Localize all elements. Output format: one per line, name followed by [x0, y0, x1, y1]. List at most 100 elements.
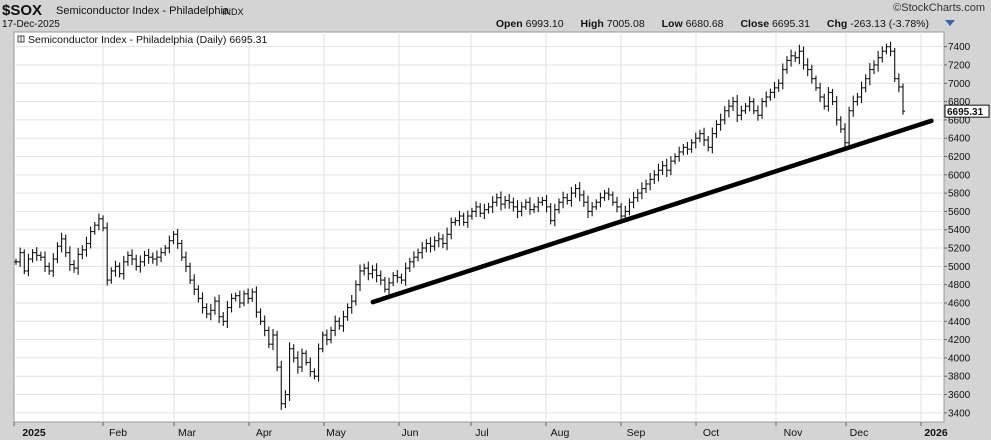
- x-tick-label: Feb: [109, 427, 127, 439]
- ohlc-bar: [275, 330, 280, 372]
- ohlc-bar: [117, 262, 122, 278]
- ohlc-bar: [30, 249, 35, 263]
- ohlc-bar: [420, 241, 425, 259]
- ohlc-bar: [884, 43, 889, 55]
- ohlc-bar: [233, 292, 238, 302]
- ohlc-bar: [731, 96, 736, 111]
- ohlc-bar: [254, 286, 259, 318]
- ohlc-bar: [387, 277, 392, 295]
- ohlc-bar: [258, 308, 263, 326]
- ohlc-bar: [51, 253, 56, 277]
- ohlc-bar: [639, 182, 644, 200]
- ohlc-bar: [714, 120, 719, 138]
- ohlc-bar: [395, 270, 400, 283]
- y-axis: 3400 3600 3800 4000 4200 4400 4600 4800 5000 5200…: [944, 42, 971, 419]
- ohlc-bar: [246, 288, 251, 304]
- ohlc-bar: [818, 82, 823, 103]
- ohlc-bar: [751, 98, 756, 115]
- ohlc-bar: [648, 173, 653, 191]
- grid: [14, 32, 944, 422]
- ohlc-bar: [212, 296, 217, 315]
- ohlc-bar: [179, 239, 184, 261]
- y-tick-label: 6200: [948, 152, 971, 163]
- ohlc-bar: [449, 217, 454, 240]
- ohlc-bar: [349, 295, 354, 314]
- x-axis: 2025 Feb Mar Apr May Jun Jul Aug Sep Oct Nov Dec 202…: [13, 422, 948, 439]
- ohlc-bar: [536, 196, 541, 213]
- x-tick-label: Dec: [850, 427, 869, 439]
- ohlc-bar: [631, 191, 636, 209]
- y-tick-label: 5200: [948, 244, 971, 255]
- ohlc-bar: [229, 293, 234, 313]
- ohlc-bar: [80, 245, 85, 260]
- x-tick-label: Jul: [475, 427, 488, 439]
- chart-date: 17-Dec-2025: [2, 19, 60, 30]
- ohlc-bar: [399, 273, 404, 284]
- ohlc-bar: [329, 326, 334, 344]
- x-tick-label: May: [326, 427, 347, 439]
- ohlc-bar: [150, 252, 155, 264]
- ohlc-bar: [171, 230, 176, 245]
- ohlc-bar: [370, 265, 375, 279]
- ohlc-bar: [610, 191, 615, 206]
- y-tick-label: 5600: [948, 207, 971, 218]
- ohlc-bar: [822, 93, 827, 110]
- ohlc-bar: [673, 153, 678, 165]
- last-price-marker: 6695.31: [944, 104, 990, 118]
- ohlc-bar: [345, 303, 350, 321]
- y-tick-label: 5800: [948, 189, 971, 200]
- ohlc-bar: [26, 253, 31, 277]
- ohlc-bar: [457, 210, 462, 226]
- ohlc-bar: [204, 303, 209, 319]
- ohlc-bar: [88, 226, 93, 249]
- ohlc-bar: [337, 317, 342, 330]
- ohlc-bar: [76, 247, 81, 275]
- ohlc-bar: [644, 179, 649, 193]
- ohlc-bar: [320, 331, 325, 353]
- ohlc-bar: [635, 189, 640, 202]
- open-label: Open: [495, 18, 523, 30]
- ohlc-bar: [440, 234, 445, 249]
- ohlc-bar: [109, 267, 114, 284]
- y-tick-label: 7200: [948, 60, 971, 71]
- ohlc-bar: [826, 87, 831, 112]
- brand-logo[interactable]: ©StockCharts.com: [893, 2, 985, 14]
- ohlc-bar: [478, 203, 483, 218]
- ohlc-bar: [830, 88, 835, 106]
- ohlc-bar: [797, 44, 802, 65]
- ohlc-bar: [101, 215, 106, 232]
- ohlc-bar: [67, 246, 72, 271]
- ohlc-bar: [18, 247, 23, 267]
- ohlc-bar: [266, 326, 271, 349]
- ohlc-bar: [43, 251, 48, 273]
- chevron-down-icon[interactable]: [945, 20, 955, 26]
- ohlc-bar: [482, 203, 487, 220]
- ohlc-bar: [403, 262, 408, 286]
- ohlc-bar: [55, 242, 60, 264]
- ohlc-bar: [842, 123, 847, 149]
- index-name: Semiconductor Index - Philadelphia: [56, 5, 230, 17]
- ohlc-bar: [391, 272, 396, 287]
- x-tick-label: Apr: [256, 427, 273, 439]
- ohlc-bar: [279, 360, 284, 410]
- ohlc-bar: [196, 285, 201, 303]
- ohlc-bar: [523, 199, 528, 210]
- high-value: 7005.08: [606, 18, 645, 30]
- plot-area: [13, 31, 945, 423]
- ohlc-bar: [175, 228, 180, 249]
- ohlc-bar: [863, 74, 868, 93]
- ohlc-bar: [461, 212, 466, 226]
- ohlc-bar: [217, 294, 222, 324]
- y-tick-label: 4400: [948, 317, 971, 328]
- ohlc-bar: [760, 98, 765, 119]
- ohlc-bar: [507, 193, 512, 209]
- ohlc-bar: [871, 60, 876, 75]
- ohlc-bar: [192, 274, 197, 296]
- ohlc-bar: [208, 304, 213, 321]
- ohlc-bar: [656, 163, 661, 182]
- ohlc-bar: [92, 221, 97, 235]
- symbol: $SOX: [2, 2, 43, 19]
- ohlc-bar: [299, 348, 304, 372]
- ohlc-readout: Open 6993.10 High 7005.08 Low 6680.68 Cl…: [496, 18, 943, 30]
- ohlc-bar: [312, 368, 317, 380]
